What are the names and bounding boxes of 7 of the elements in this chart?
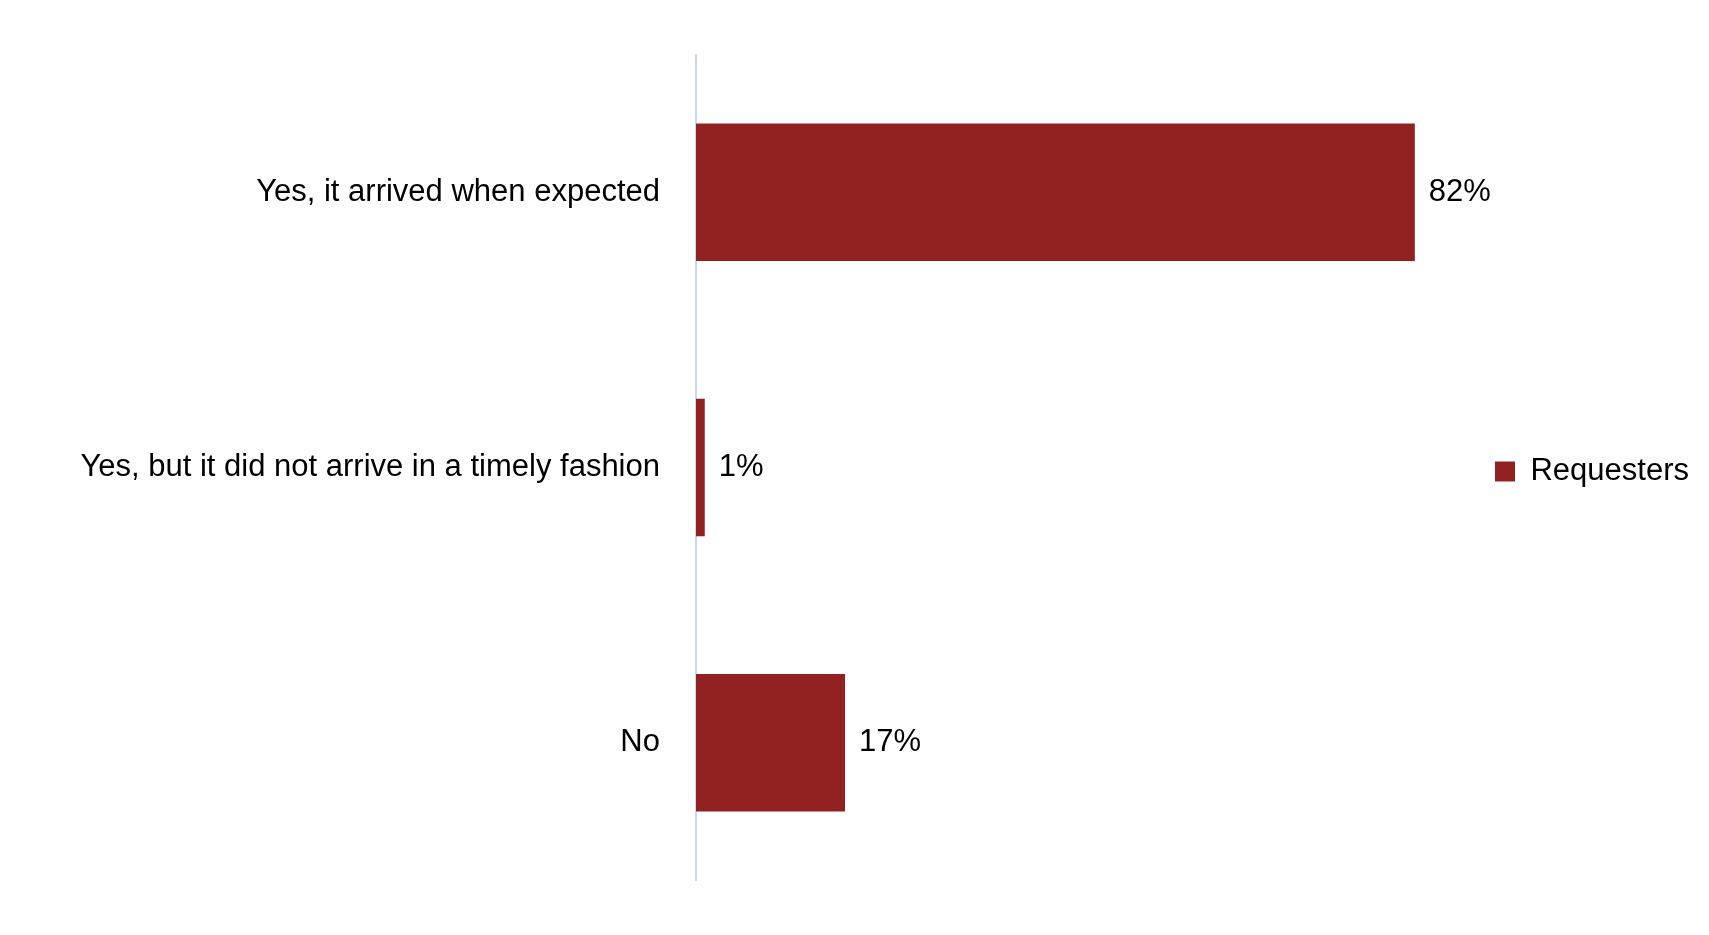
- y-tick-label: No: [620, 723, 660, 759]
- y-tick-label: Yes, but it did not arrive in a timely fashion: [80, 448, 660, 484]
- y-tick-label: Yes, it arrived when expected: [256, 172, 660, 208]
- legend-label: Requesters: [1530, 452, 1689, 488]
- data-label: 17%: [859, 723, 922, 759]
- data-label: 1%: [718, 448, 764, 484]
- data-label: 82%: [1428, 172, 1491, 208]
